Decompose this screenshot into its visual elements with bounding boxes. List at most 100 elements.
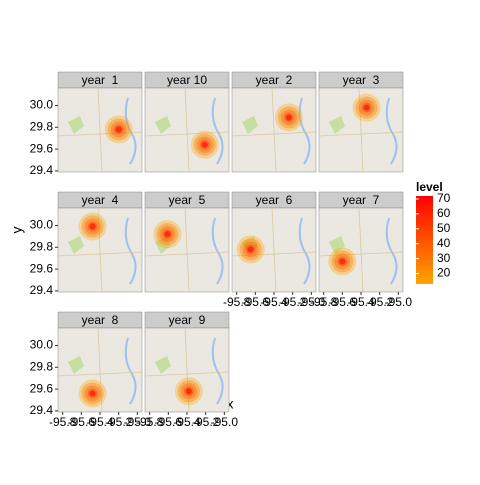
map-park [68,116,84,134]
strip-label: year 10 [167,73,207,87]
strip-label: year 6 [256,193,293,207]
y-tick-label: 29.6 [30,381,54,395]
density-peak [89,223,96,230]
map-park [68,236,84,254]
density-peak [201,141,208,148]
strip-label: year 8 [82,313,119,327]
y-tick-label: 29.8 [30,239,54,253]
strip-label: year 4 [82,193,119,207]
facet: year 4 30.0 29.8 29.6 29.4 [30,191,143,297]
facet: year 10 [144,71,230,173]
y-tick-label: 30.0 [30,218,54,232]
legend-title: level [416,180,443,194]
facet: year 6 -95.8-95.6-95.4-95.2-95.0 [223,191,326,309]
legend-tick-label: 40 [437,236,451,250]
facet: year 2 [231,71,317,173]
map-park [68,356,84,374]
x-tick-label: -95.0 [211,415,239,429]
strip-label: year 1 [82,73,119,87]
y-tick-label: 29.8 [30,119,54,133]
legend-tick-label: 60 [437,206,451,220]
map-road [144,87,230,173]
strip-label: year 9 [169,313,206,327]
map-road [57,327,143,413]
map-road [318,207,404,293]
map-water [211,337,224,405]
x-tick-label: -95.0 [385,295,413,309]
map-water [211,97,224,165]
x-tick-label: -95.8 [136,415,164,429]
facet: year 7 -95.8-95.6-95.4-95.2-95.0 [310,191,413,309]
map-road [144,327,230,413]
facet: year 830.029.829.629.4-95.8-95.6-95.4-95… [30,311,152,429]
legend-tick-label: 50 [437,221,451,235]
x-tick-label: -95.2 [105,415,133,429]
x-tick-label: -95.0 [124,415,152,429]
map-road [231,87,317,173]
y-tick-label: 29.6 [30,261,54,275]
y-tick-label: 29.8 [30,359,54,373]
x-tick-label: -95.8 [49,415,77,429]
x-tick-label: -95.4 [173,415,201,429]
map-park [242,116,258,134]
legend-colorbar [416,196,433,284]
density-peak [89,390,96,397]
map-water [385,97,398,165]
x-tick-label: -95.6 [242,295,270,309]
density-peak [185,388,192,395]
x-tick-label: -95.6 [155,415,183,429]
strip-label: year 3 [343,73,380,87]
y-tick-label: 29.4 [30,403,54,417]
x-tick-label: -95.6 [68,415,96,429]
facet: year 5 [144,191,230,293]
map-water [211,217,224,285]
x-tick-label: -95.0 [298,295,326,309]
density-peak [285,114,292,121]
strip-label: year 7 [343,193,380,207]
map-park [242,236,258,254]
facet: year 1 30.0 29.8 29.6 29.4 [30,71,143,177]
density-peak [164,231,171,238]
map-road [144,207,230,293]
x-tick-label: -95.4 [86,415,114,429]
legend-tick-label: 20 [437,266,451,280]
map-park [329,116,345,134]
strip-label: year 2 [256,73,293,87]
map-road [318,87,404,173]
map-road [57,87,143,173]
y-tick-label: 30.0 [30,98,54,112]
map-park [329,236,345,254]
map-road [57,207,143,293]
density-peak [115,126,122,133]
density-peak [247,246,254,253]
strip-label: year 5 [169,193,206,207]
x-tick-label: -95.4 [260,295,288,309]
map-park [155,116,171,134]
map-water [124,337,137,405]
x-axis-label: x [227,396,234,412]
map-water [298,217,311,285]
facet: year 9 -95.8-95.6-95.4-95.2-95.0 [136,311,239,429]
density-peak [363,104,370,111]
map-road [231,207,317,293]
x-tick-label: -95.8 [223,295,251,309]
y-tick-label: 29.4 [30,283,54,297]
x-tick-label: -95.6 [329,295,357,309]
density-peak [339,258,346,265]
legend-tick-label: 70 [437,191,451,205]
y-tick-label: 29.4 [30,163,54,177]
x-tick-label: -95.2 [366,295,394,309]
map-water [385,217,398,285]
map-park [155,236,171,254]
x-tick-label: -95.4 [347,295,375,309]
map-park [155,356,171,374]
y-axis-label: y [9,227,25,234]
x-tick-label: -95.2 [192,415,220,429]
map-water [124,217,137,285]
x-tick-label: -95.8 [310,295,338,309]
legend-tick-label: 30 [437,251,451,265]
map-water [124,97,137,165]
map-water [298,97,311,165]
y-tick-label: 29.6 [30,141,54,155]
